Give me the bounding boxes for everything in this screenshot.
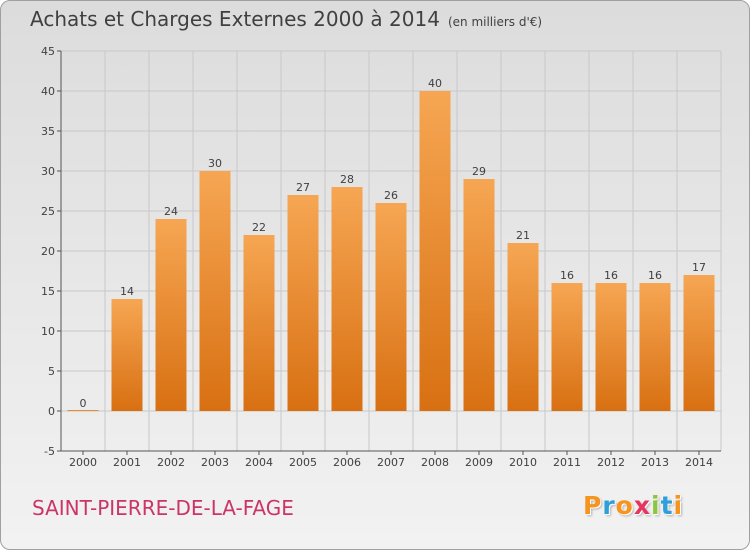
bar (375, 203, 407, 411)
y-tick-label: -5 (44, 445, 55, 458)
bar (551, 283, 583, 411)
commune-name: SAINT-PIERRE-DE-LA-FAGE (32, 496, 294, 520)
bar (111, 299, 143, 411)
bar (419, 91, 451, 411)
bar (287, 195, 319, 411)
data-label: 16 (604, 269, 618, 282)
logo-letter: r (602, 491, 616, 520)
x-tick-label: 2005 (289, 456, 317, 469)
bar (331, 187, 363, 411)
title-block: Achats et Charges Externes 2000 à 2014 (e… (30, 7, 542, 31)
y-tick-label: 5 (48, 365, 55, 378)
x-tick-label: 2012 (597, 456, 625, 469)
data-label: 14 (120, 285, 134, 298)
logo-letter: x (633, 491, 651, 520)
logo-letter: P (583, 491, 603, 520)
x-tick-label: 2009 (465, 456, 493, 469)
axes (57, 50, 721, 455)
y-tick-label: 40 (41, 85, 55, 98)
bar (155, 219, 187, 411)
y-tick-label: 45 (41, 45, 55, 58)
data-label: 22 (252, 221, 266, 234)
x-tick-label: 2010 (509, 456, 537, 469)
labels: -5 0 5 10 15 20 25 30 35 40 45 0 2000 14 2001 24 2002 30 2… (41, 45, 713, 469)
data-label: 29 (472, 165, 486, 178)
y-tick-label: 20 (41, 245, 55, 258)
data-label: 17 (692, 261, 706, 274)
x-tick-label: 2008 (421, 456, 449, 469)
data-label: 24 (164, 205, 178, 218)
bar (595, 283, 627, 411)
logo-letter: i (651, 491, 661, 520)
x-tick-label: 2003 (201, 456, 229, 469)
x-tick-label: 2011 (553, 456, 581, 469)
bar (243, 235, 275, 411)
chart-subtitle: (en milliers d'€) (447, 15, 543, 29)
bar (639, 283, 671, 411)
x-tick-label: 2004 (245, 456, 273, 469)
data-label: 0 (80, 397, 87, 410)
x-tick-label: 2007 (377, 456, 405, 469)
y-tick-label: 35 (41, 125, 55, 138)
x-tick-label: 2013 (641, 456, 669, 469)
bar (463, 179, 495, 411)
y-tick-label: 25 (41, 205, 55, 218)
logo-letter: o (615, 491, 634, 520)
x-tick-label: 2014 (685, 456, 713, 469)
y-tick-label: 10 (41, 325, 55, 338)
data-label: 40 (428, 77, 442, 90)
data-label: 30 (208, 157, 222, 170)
data-label: 28 (340, 173, 354, 186)
x-tick-label: 2006 (333, 456, 361, 469)
data-label: 27 (296, 181, 310, 194)
y-tick-label: 30 (41, 165, 55, 178)
y-tick-label: 15 (41, 285, 55, 298)
logo-letter: i (673, 491, 684, 520)
bar (507, 243, 539, 411)
x-tick-label: 2000 (69, 456, 97, 469)
bar (683, 275, 715, 411)
data-label: 16 (560, 269, 574, 282)
logo-letter: t (660, 491, 674, 520)
x-tick-label: 2002 (157, 456, 185, 469)
bar (199, 171, 231, 411)
data-label: 21 (516, 229, 530, 242)
data-label: 26 (384, 189, 398, 202)
bars (67, 91, 715, 411)
chart-title: Achats et Charges Externes 2000 à 2014 (30, 7, 440, 31)
y-tick-label: 0 (48, 405, 55, 418)
proxiti-logo[interactable]: Proxiti (583, 491, 683, 520)
x-tick-label: 2001 (113, 456, 141, 469)
data-label: 16 (648, 269, 662, 282)
bar (67, 410, 99, 411)
